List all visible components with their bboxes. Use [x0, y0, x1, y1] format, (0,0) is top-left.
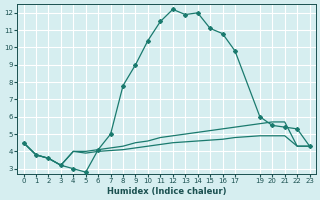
X-axis label: Humidex (Indice chaleur): Humidex (Indice chaleur) [107, 187, 226, 196]
